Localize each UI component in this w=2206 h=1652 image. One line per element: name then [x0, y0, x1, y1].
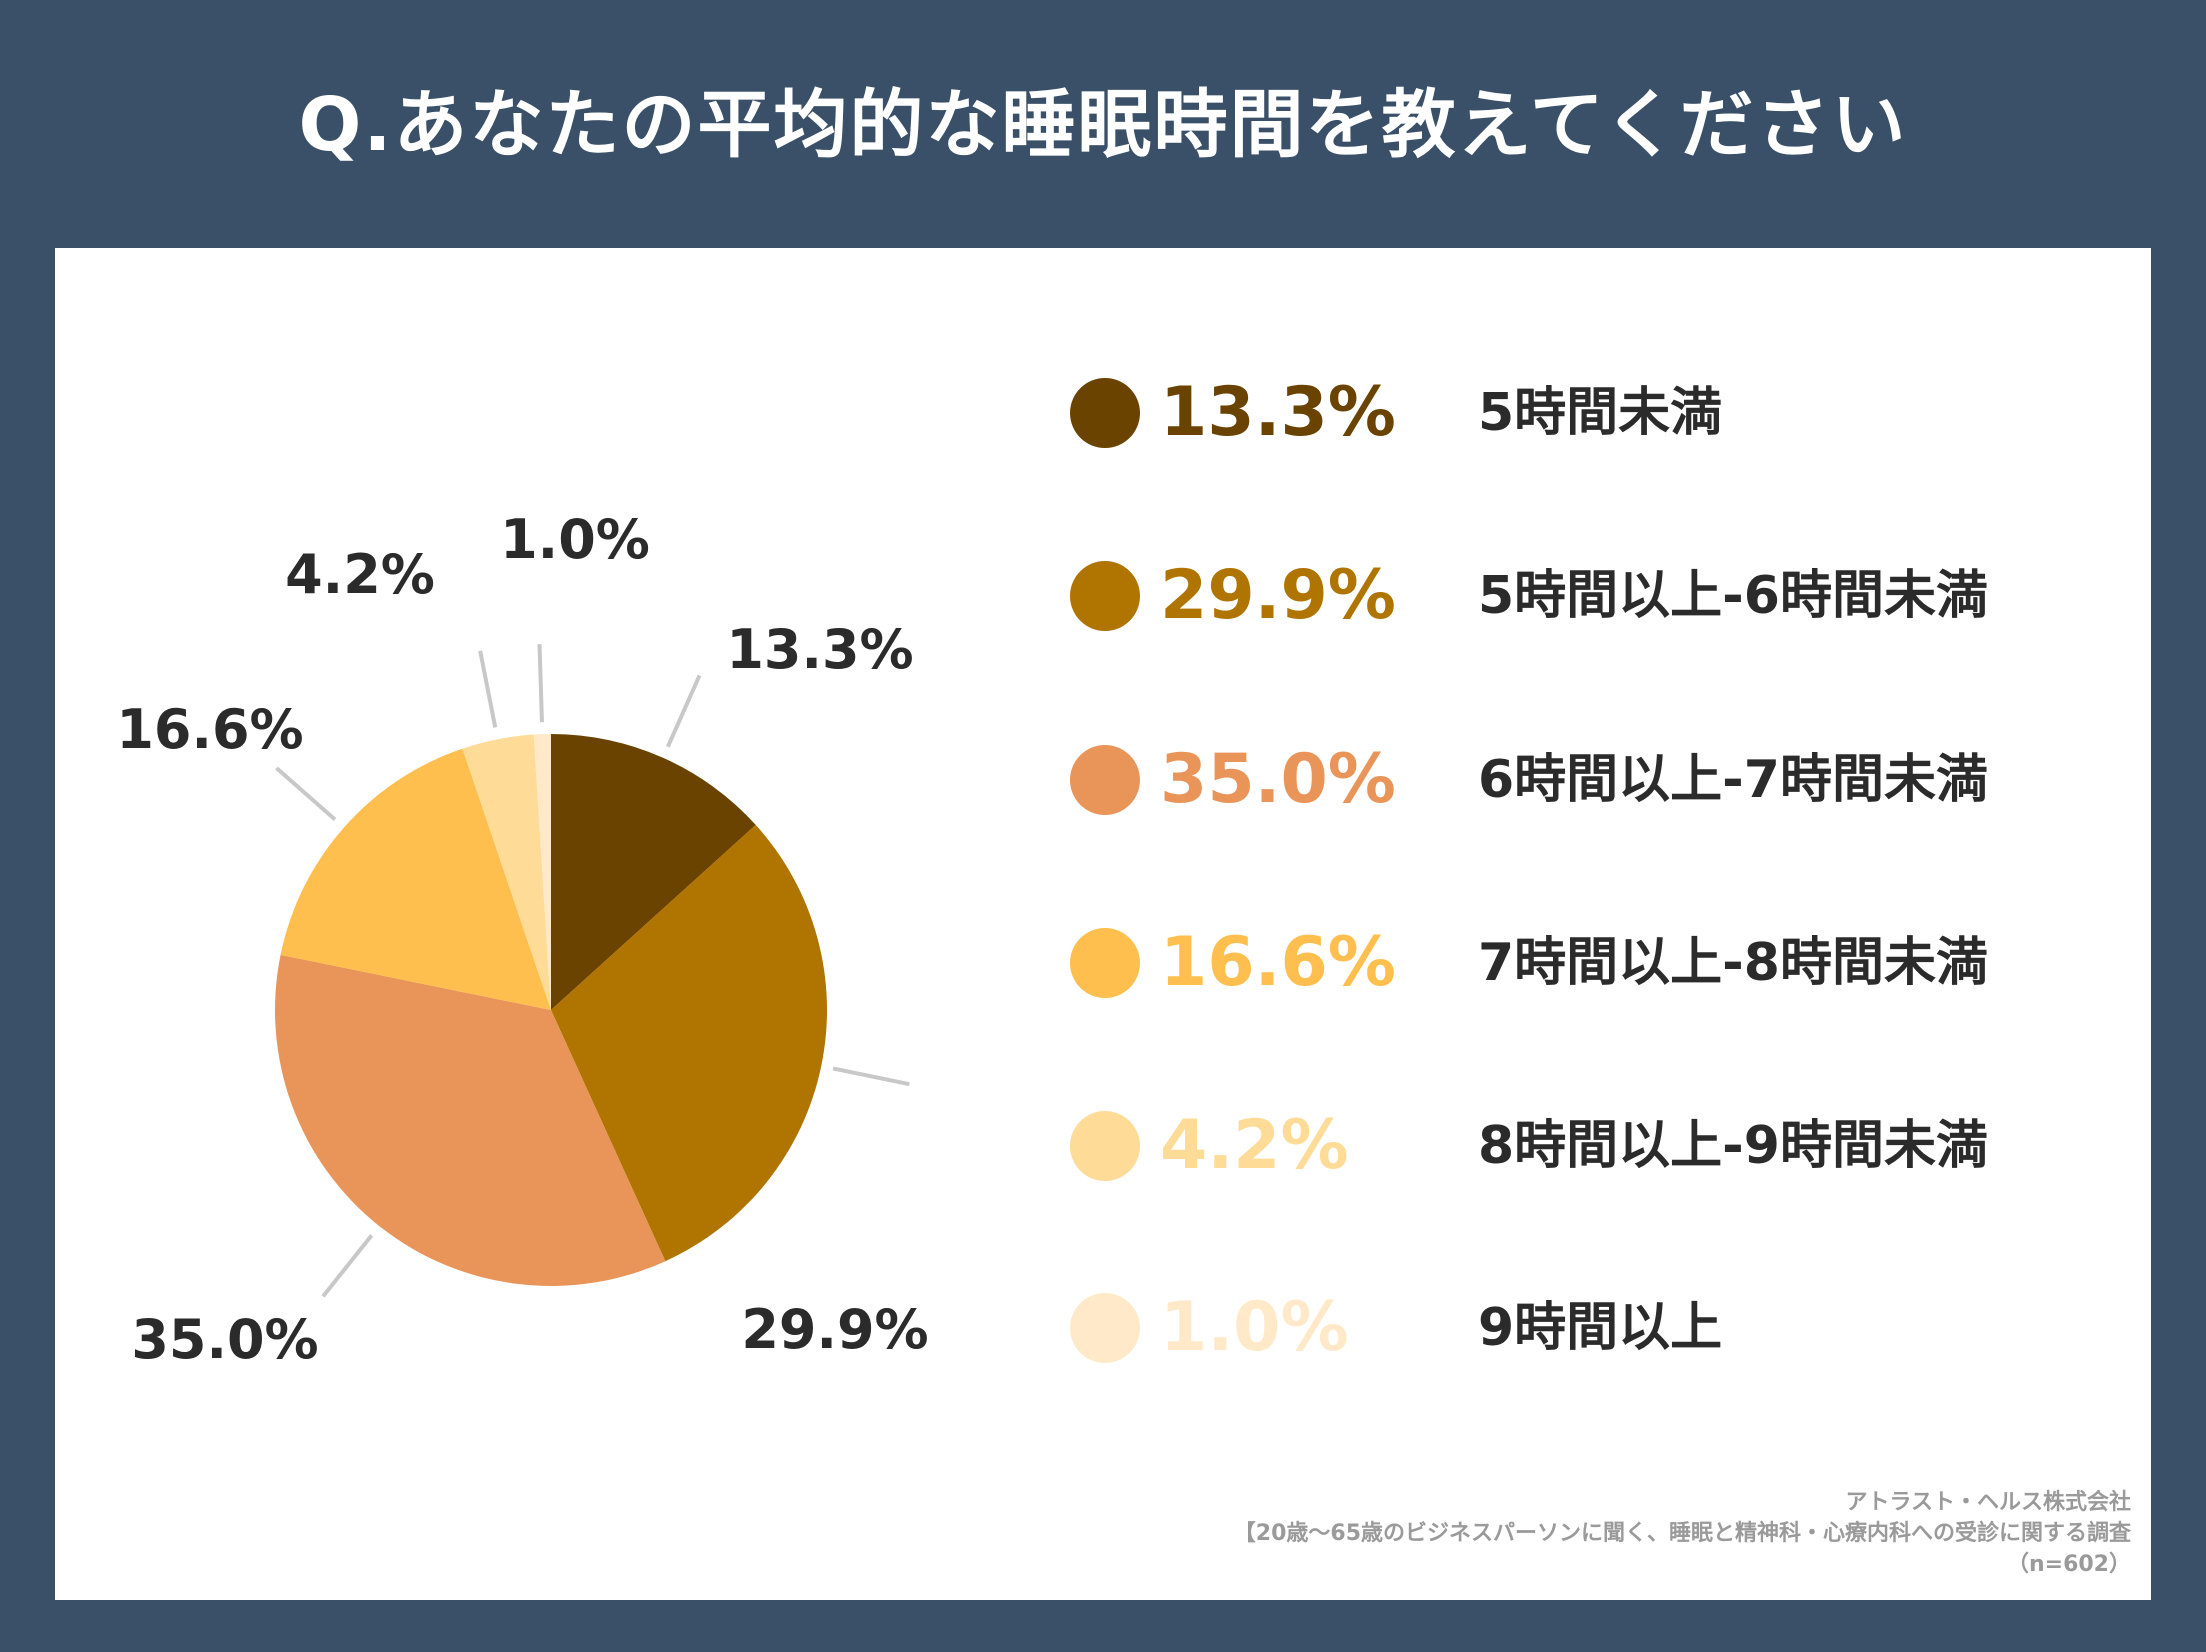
legend-item: 16.6% 7時間以上-8時間未満	[1070, 913, 1988, 1013]
leader-line-4	[275, 766, 337, 822]
leader-line-3	[321, 1234, 374, 1298]
chart-title: Q.あなたの平均的な睡眠時間を教えてください	[298, 82, 1908, 168]
source-company: アトラスト・ヘルス株式会社	[1845, 1490, 2131, 1515]
legend-item: 4.2% 8時間以上-9時間未満	[1070, 1096, 1988, 1196]
legend-percentage: 35.0%	[1160, 740, 1396, 819]
pie-slice-4	[280, 748, 551, 1010]
legend-swatch	[1070, 1293, 1140, 1363]
legend-label: 6時間以上-7時間未満	[1478, 750, 1988, 810]
legend-swatch	[1070, 561, 1140, 631]
legend-item: 29.9% 5時間以上-6時間未満	[1070, 546, 1988, 646]
leader-line-5	[478, 650, 498, 728]
legend-percentage: 4.2%	[1160, 1106, 1349, 1185]
legend-item: 13.3% 5時間未満	[1070, 363, 1722, 463]
legend-label: 8時間以上-9時間未満	[1478, 1116, 1988, 1176]
legend-percentage: 1.0%	[1160, 1288, 1349, 1367]
legend-label: 7時間以上-8時間未満	[1478, 933, 1988, 993]
legend-swatch	[1070, 928, 1140, 998]
source-survey: 【20歳～65歳のビジネスパーソンに聞く、睡眠と精神科・心療内科への受診に関する…	[1233, 1521, 2131, 1546]
legend-item: 35.0% 6時間以上-7時間未満	[1070, 730, 1988, 830]
source-note: アトラスト・ヘルス株式会社 【20歳～65歳のビジネスパーソンに聞く、睡眠と精神…	[1234, 1487, 2131, 1580]
pie-slice-6	[533, 734, 551, 1010]
pie-slice-3	[275, 954, 666, 1287]
pie-slice-1	[551, 734, 756, 1010]
legend-label: 5時間以上-6時間未満	[1478, 566, 1988, 626]
leader-line-1	[666, 674, 702, 748]
data-label-1: 13.3%	[726, 618, 913, 681]
pie-slice-5	[462, 734, 551, 1010]
chart-panel: 13.3% 29.9% 35.0% 16.6% 4.2% 1.0% 13.3% 5時間未満 2…	[55, 248, 2151, 1600]
legend-label: 9時間以上	[1478, 1298, 1723, 1358]
leader-line-6	[537, 644, 544, 723]
legend-swatch	[1070, 1111, 1140, 1181]
data-label-4: 16.6%	[116, 698, 303, 761]
legend-swatch	[1070, 378, 1140, 448]
data-label-2: 29.9%	[741, 1298, 928, 1361]
pie-chart: 13.3% 29.9% 35.0% 16.6% 4.2% 1.0%	[116, 508, 928, 1371]
pie-slice-2	[551, 824, 828, 1262]
data-label-3: 35.0%	[131, 1308, 318, 1371]
legend-item: 1.0% 9時間以上	[1070, 1278, 1722, 1378]
legend-percentage: 16.6%	[1160, 923, 1396, 1002]
data-label-5: 4.2%	[285, 543, 435, 606]
leader-line-2	[832, 1066, 910, 1087]
legend-percentage: 29.9%	[1160, 556, 1396, 635]
legend-percentage: 13.3%	[1160, 373, 1396, 452]
source-sample-size: （n=602）	[2006, 1552, 2131, 1577]
legend-swatch	[1070, 745, 1140, 815]
data-label-6: 1.0%	[500, 508, 650, 571]
legend-label: 5時間未満	[1478, 383, 1723, 443]
